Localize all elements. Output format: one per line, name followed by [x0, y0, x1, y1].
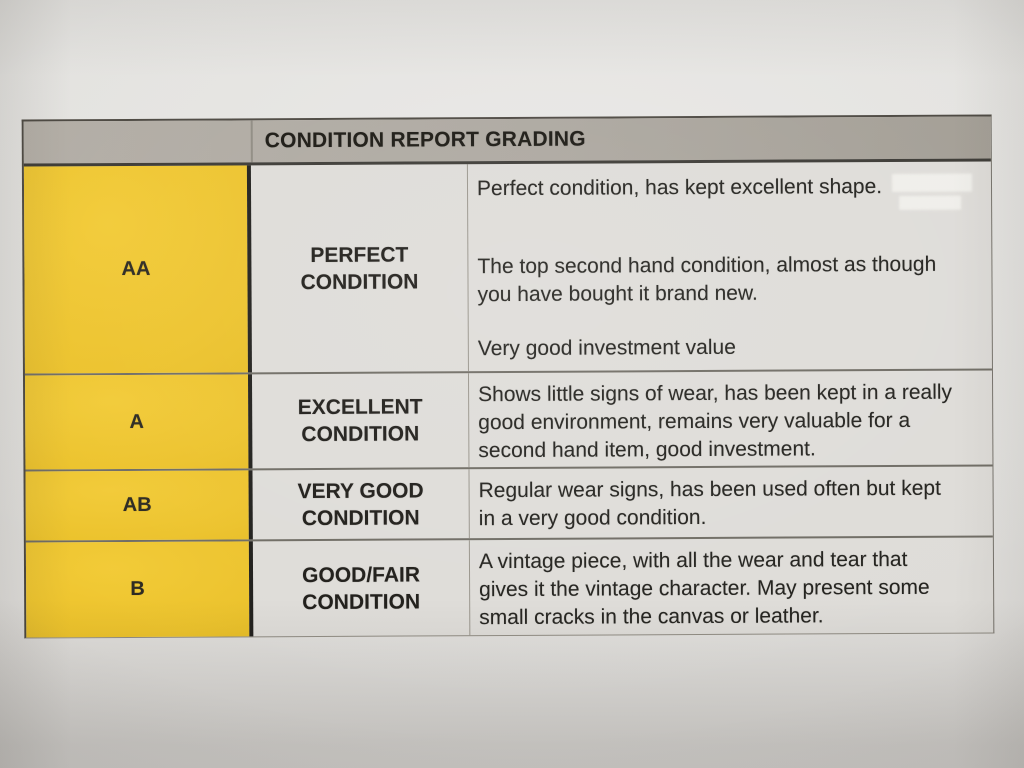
table-header: CONDITION REPORT GRADING: [23, 116, 991, 167]
description-cell: Shows little signs of wear, has been kep…: [469, 370, 992, 467]
condition-label: PERFECT CONDITION: [300, 243, 419, 294]
condition-label: GOOD/FAIR CONDITION: [302, 562, 421, 614]
grade-label: B: [130, 577, 145, 600]
description-paragraph: Regular wear signs, has been used often …: [478, 476, 941, 531]
description-paragraph: The top second hand condition, almost as…: [477, 252, 937, 307]
grade-cell: AA: [23, 165, 252, 374]
description-paragraph: Perfect condition, has kept excellent sh…: [476, 175, 883, 201]
condition-cell: EXCELLENT CONDITION: [251, 373, 470, 469]
condition-cell: VERY GOOD CONDITION: [252, 469, 470, 540]
paper-artifact: [891, 173, 973, 192]
header-column-divider: [250, 120, 253, 163]
description-paragraph: A vintage piece, with all the wear and t…: [478, 547, 930, 630]
grade-cell: B: [25, 541, 254, 638]
condition-cell: GOOD/FAIR CONDITION: [252, 540, 471, 637]
grading-table: CONDITION REPORT GRADING AA PERFECT COND…: [21, 114, 995, 639]
table-title: CONDITION REPORT GRADING: [264, 127, 586, 153]
description-paragraph: Shows little signs of wear, has been kep…: [478, 380, 953, 463]
paper-artifact: [899, 195, 962, 210]
table-row: AA PERFECT CONDITION Perfect condition, …: [23, 161, 992, 374]
condition-label: VERY GOOD CONDITION: [297, 478, 424, 530]
description-cell: A vintage piece, with all the wear and t…: [470, 537, 993, 635]
description-cell: Perfect condition, has kept excellent sh…: [468, 161, 992, 371]
grade-label: A: [129, 410, 145, 433]
table-row: B GOOD/FAIR CONDITION A vintage piece, w…: [25, 535, 994, 638]
table-row: A EXCELLENT CONDITION Shows little signs…: [24, 368, 993, 470]
description-cell: Regular wear signs, has been used often …: [469, 466, 992, 538]
condition-label: EXCELLENT CONDITION: [297, 395, 423, 447]
condition-cell: PERFECT CONDITION: [250, 164, 469, 373]
grade-label: AA: [121, 257, 151, 281]
table-row: AB VERY GOOD CONDITION Regular wear sign…: [25, 464, 993, 541]
description-paragraph: Very good investment value: [477, 335, 736, 361]
grade-cell: AB: [25, 470, 253, 541]
grade-cell: A: [24, 374, 253, 470]
grade-label: AB: [122, 493, 152, 517]
